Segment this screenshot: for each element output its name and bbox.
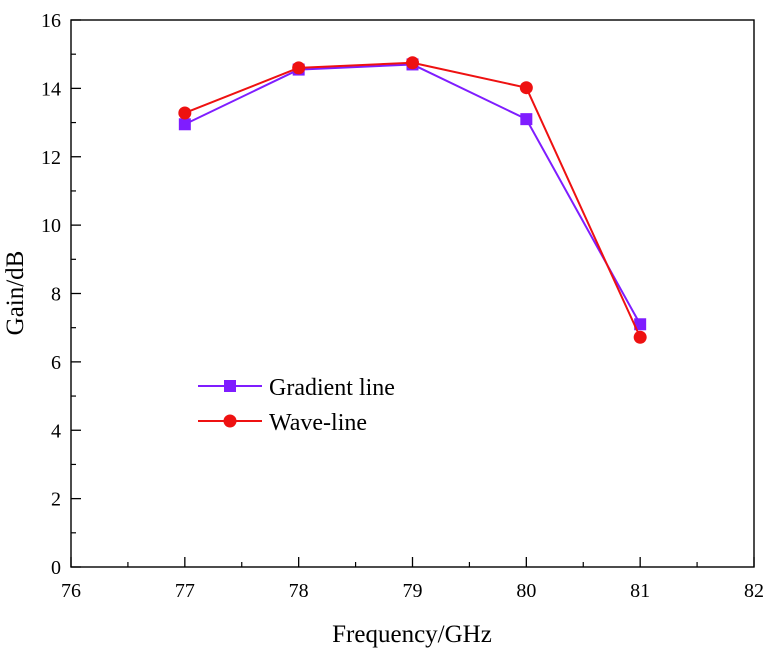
legend-item-gradient-line: Gradient line — [198, 375, 395, 401]
series-wave-line — [178, 56, 647, 344]
data-point-wave-line — [633, 330, 647, 344]
y-tick-label: 2 — [51, 489, 61, 511]
legend-label-wave-line: Wave-line — [269, 410, 367, 436]
x-tick-label: 80 — [516, 580, 536, 602]
data-point-wave-line — [519, 81, 533, 95]
legend-marker-gradient-line — [224, 380, 236, 392]
y-axis-ticks — [71, 19, 81, 568]
series-line-gradient-line — [184, 63, 642, 325]
data-point-gradient-line — [178, 118, 191, 131]
legend-marker-wave-line — [223, 414, 237, 428]
y-tick-label: 10 — [41, 215, 61, 237]
y-axis-title: Gain/dB — [2, 251, 29, 336]
y-tick-label: 6 — [51, 352, 61, 374]
y-tick-label: 14 — [41, 78, 61, 100]
y-tick-label: 16 — [41, 10, 61, 32]
data-point-gradient-line — [634, 318, 647, 331]
data-point-gradient-line — [520, 113, 533, 126]
y-axis-tick-labels: 0 2 4 6 8 10 12 14 16 — [41, 10, 61, 579]
data-point-wave-line — [406, 56, 419, 70]
y-tick-label: 4 — [51, 420, 61, 442]
y-tick-label: 0 — [51, 557, 61, 579]
legend: Gradient line Wave-line — [198, 375, 395, 436]
x-axis-tick-labels: 76 77 78 79 80 81 82 — [61, 580, 764, 602]
y-tick-label: 12 — [41, 147, 61, 169]
x-axis-ticks — [70, 557, 755, 567]
x-tick-label: 78 — [289, 580, 309, 602]
data-point-wave-line — [292, 61, 306, 75]
x-tick-label: 79 — [403, 580, 423, 602]
legend-label-gradient-line: Gradient line — [269, 375, 395, 401]
x-tick-label: 82 — [744, 580, 764, 602]
series-layer — [178, 56, 647, 344]
y-tick-label: 8 — [51, 284, 61, 306]
data-point-wave-line — [178, 106, 192, 120]
x-axis-title: Frequency/GHz — [332, 621, 492, 648]
x-tick-label: 77 — [175, 580, 195, 602]
x-tick-label: 81 — [630, 580, 650, 602]
plot-frame — [70, 19, 755, 568]
legend-item-wave-line: Wave-line — [198, 410, 367, 436]
x-tick-label: 76 — [61, 580, 81, 602]
